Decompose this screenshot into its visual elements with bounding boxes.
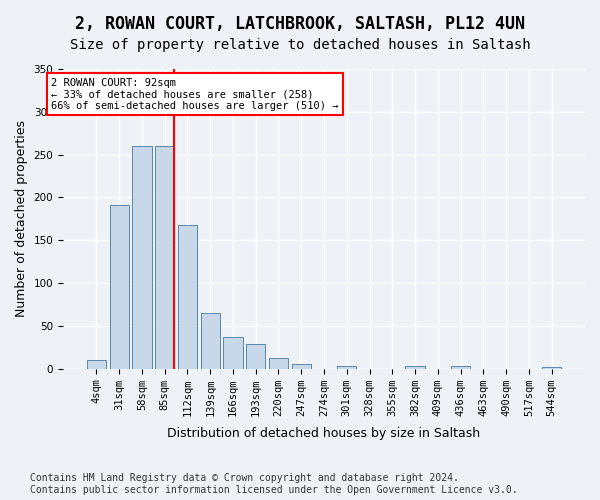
Text: 2, ROWAN COURT, LATCHBROOK, SALTASH, PL12 4UN: 2, ROWAN COURT, LATCHBROOK, SALTASH, PL1…: [75, 15, 525, 33]
Bar: [292, 364, 311, 368]
Bar: [406, 366, 425, 368]
Bar: [110, 205, 129, 368]
Text: Size of property relative to detached houses in Saltash: Size of property relative to detached ho…: [70, 38, 530, 52]
Bar: [223, 337, 242, 368]
Bar: [200, 313, 220, 368]
Text: Contains HM Land Registry data © Crown copyright and database right 2024.
Contai: Contains HM Land Registry data © Crown c…: [30, 474, 518, 495]
Bar: [87, 360, 106, 368]
Bar: [132, 146, 152, 368]
Text: 2 ROWAN COURT: 92sqm
← 33% of detached houses are smaller (258)
66% of semi-deta: 2 ROWAN COURT: 92sqm ← 33% of detached h…: [51, 78, 338, 111]
Bar: [178, 225, 197, 368]
Y-axis label: Number of detached properties: Number of detached properties: [15, 120, 28, 318]
Bar: [451, 366, 470, 368]
Bar: [246, 344, 265, 368]
Bar: [155, 146, 175, 368]
Bar: [337, 366, 356, 368]
Bar: [269, 358, 288, 368]
Bar: [542, 367, 561, 368]
X-axis label: Distribution of detached houses by size in Saltash: Distribution of detached houses by size …: [167, 427, 481, 440]
